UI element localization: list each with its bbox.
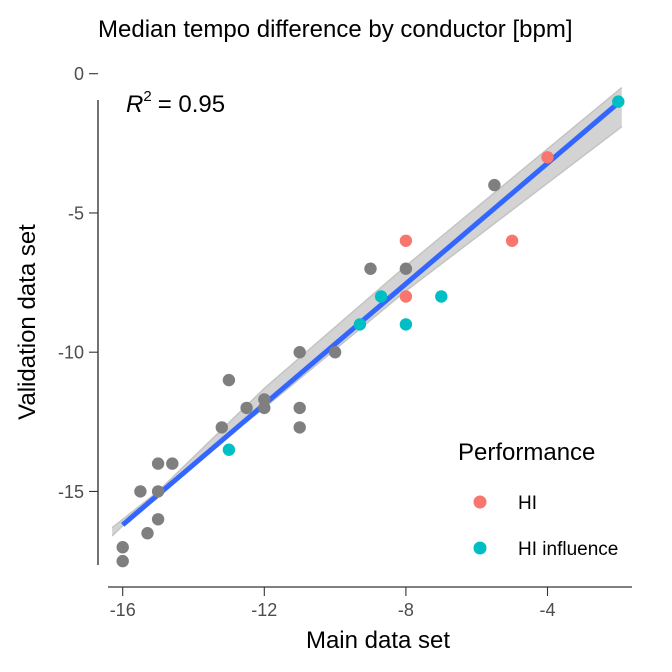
data-point-other [364, 262, 377, 275]
data-point-other [293, 346, 306, 359]
y-axis-ticks: 0 -5 -10 -15 [58, 64, 98, 502]
data-point-hi [541, 151, 554, 164]
data-point-hi-influence [374, 290, 388, 303]
data-point-other [215, 421, 228, 434]
y-tick-label: -5 [68, 203, 84, 223]
legend-title: Performance [458, 439, 595, 466]
fit-line-group [121, 101, 620, 527]
chart-title: Median tempo difference by conductor [bp… [98, 16, 573, 43]
data-point-other [116, 541, 129, 554]
r-squared-label: R2 = 0.95 [126, 88, 225, 118]
data-point-other [399, 262, 413, 275]
data-point-other [166, 457, 179, 470]
data-point-other [151, 513, 165, 526]
legend-swatch-hi [473, 495, 487, 509]
x-tick-label: -16 [110, 600, 136, 620]
data-point-other [328, 346, 342, 359]
r-squared-value: = 0.95 [158, 91, 225, 118]
x-axis-ticks: -16 -12 -8 -4 [110, 587, 556, 620]
x-tick-label: -8 [398, 600, 414, 620]
data-point-hi [505, 234, 519, 247]
x-tick-label: -4 [539, 600, 555, 620]
data-point-hi-influence [399, 318, 413, 331]
r-superscript: 2 [143, 88, 151, 105]
data-point-other [151, 457, 165, 470]
x-tick-label: -12 [251, 600, 277, 620]
data-point-other [258, 393, 271, 406]
data-point-hi-influence [612, 95, 625, 108]
x-axis-title: Main data set [306, 627, 450, 654]
data-point-other [222, 373, 236, 387]
legend-swatch-hi-influence [473, 541, 487, 555]
data-point-hi [399, 290, 413, 303]
data-point-other [293, 421, 306, 434]
data-point-hi [399, 234, 413, 247]
legend: Performance HI HI influence [458, 439, 618, 560]
data-point-other [240, 401, 253, 415]
data-point-other [116, 554, 129, 568]
data-point-other [293, 401, 306, 415]
legend-label-hi: HI [518, 493, 537, 514]
legend-label-hi-influence: HI influence [518, 539, 618, 560]
data-point-other [141, 527, 154, 540]
data-point-other [134, 485, 147, 498]
data-points [116, 95, 625, 568]
data-point-hi-influence [353, 318, 367, 331]
r-symbol: R [126, 91, 143, 118]
data-point-hi-influence [222, 443, 236, 456]
y-tick-label: 0 [74, 64, 84, 84]
data-point-hi-influence [435, 290, 448, 303]
y-tick-label: -10 [58, 343, 84, 363]
y-axis-title: Validation data set [14, 224, 41, 420]
data-point-other [488, 178, 501, 192]
data-point-other [151, 485, 165, 498]
band-upper-edge [111, 87, 623, 537]
regression-line [121, 101, 620, 527]
y-tick-label: -15 [58, 482, 84, 502]
